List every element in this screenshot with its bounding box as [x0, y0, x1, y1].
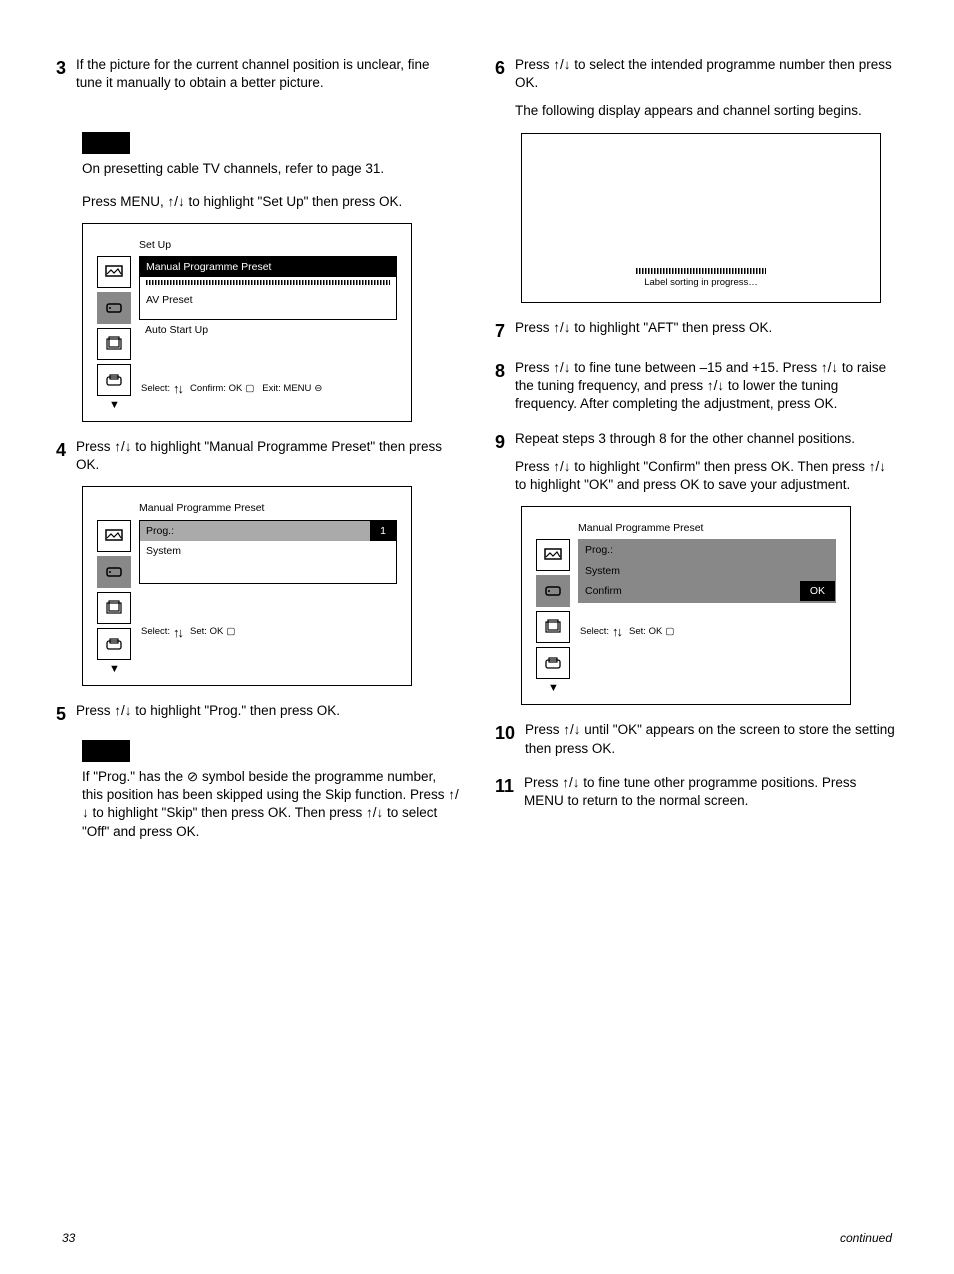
step-5: 5 Press ↑/↓ to highlight "Prog." then pr… — [56, 702, 459, 841]
features-icon — [97, 328, 131, 360]
step-number: 11 — [495, 774, 514, 810]
osd-legend: Select:↑↓ Set: OK▢ — [580, 623, 836, 641]
step-text: Press ↑/↓ to highlight "Prog." then pres… — [76, 702, 340, 726]
step-10: 10 Press ↑/↓ until "OK" appears on the s… — [495, 721, 898, 757]
step-text: Press ↑/↓ to select the intended program… — [515, 56, 898, 92]
osd-row-label: Confirm — [579, 581, 628, 601]
step-6: 6 Press ↑/↓ to select the intended progr… — [495, 56, 898, 303]
step-number: 9 — [495, 430, 505, 495]
osd-icon-column: ▼ — [97, 520, 131, 675]
setup-icon — [97, 628, 131, 660]
step-text-a: Repeat steps 3 through 8 for the other c… — [515, 430, 898, 448]
osd-legend: Select:↑↓ Set: OK▢ — [141, 624, 397, 642]
legend-select: Select: — [580, 626, 609, 639]
legend-select: Select: — [141, 383, 170, 396]
step-text: Press ↑/↓ to fine tune between –15 and +… — [515, 359, 898, 414]
setup-icon — [536, 647, 570, 679]
step-text-b: Press ↑/↓ to highlight "Confirm" then pr… — [515, 458, 898, 494]
osd-row: AV Preset — [140, 290, 396, 310]
step-text-c: Press MENU, ↑/↓ to highlight "Set Up" th… — [82, 193, 459, 211]
step-text: If the picture for the current channel p… — [76, 56, 459, 92]
osd-row-selected: Prog.: 1 — [140, 521, 396, 541]
features-icon — [536, 611, 570, 643]
picture-icon — [536, 539, 570, 571]
osd-icon-column: ▼ — [97, 256, 131, 411]
step-text: Press ↑/↓ until "OK" appears on the scre… — [525, 721, 898, 757]
step-after-text: The following display appears and channe… — [515, 102, 898, 120]
sound-icon — [97, 556, 131, 588]
osd-row: System — [579, 561, 835, 581]
osd-content-box: Prog.: System Confirm OK — [578, 539, 836, 603]
step-11: 11 Press ↑/↓ to fine tune other programm… — [495, 774, 898, 810]
step-number: 5 — [56, 702, 66, 726]
step-number: 8 — [495, 359, 505, 414]
step-3: 3 If the picture for the current channel… — [56, 56, 459, 422]
sound-icon — [536, 575, 570, 607]
legend-exit: Exit: MENU — [262, 383, 311, 396]
osd-row: Prog.: — [579, 540, 835, 560]
step-number: 10 — [495, 721, 515, 757]
osd-content-box: Prog.: 1 System — [139, 520, 397, 584]
osd-progress-bar — [146, 280, 390, 285]
osd-progress-bar — [636, 268, 766, 274]
step-text: Press ↑/↓ to highlight "AFT" then press … — [515, 319, 772, 343]
page-columns: 3 If the picture for the current channel… — [56, 56, 898, 853]
legend-select: Select: — [141, 626, 170, 639]
note-badge — [82, 132, 130, 154]
note-text: On presetting cable TV channels, refer t… — [82, 160, 459, 178]
osd-sorting-screen: Label sorting in progress… — [521, 133, 881, 303]
osd-title: Manual Programme Preset — [139, 501, 397, 515]
right-column: 6 Press ↑/↓ to select the intended progr… — [495, 56, 898, 853]
osd-row-value: 1 — [370, 521, 396, 541]
page-number: 33 — [62, 1230, 75, 1246]
osd-content-box: Manual Programme Preset AV Preset — [139, 256, 397, 320]
step-number: 4 — [56, 438, 66, 474]
note-text: If "Prog." has the ⊘ symbol beside the p… — [82, 768, 459, 841]
step-9: 9 Repeat steps 3 through 8 for the other… — [495, 430, 898, 706]
step-7: 7 Press ↑/↓ to highlight "AFT" then pres… — [495, 319, 898, 343]
osd-confirm-screen: Manual Programme Preset ▼ Prog.: — [521, 506, 851, 705]
osd-setup-screen: Set Up ▼ Manual Programme — [82, 223, 412, 422]
osd-title: Set Up — [139, 238, 397, 252]
legend-confirm: Confirm: OK — [190, 383, 242, 396]
legend-set: Set: OK — [190, 626, 223, 639]
note-badge — [82, 740, 130, 762]
osd-title: Manual Programme Preset — [578, 521, 836, 535]
page-continued: continued — [840, 1230, 892, 1246]
scroll-down-icon: ▼ — [109, 664, 131, 675]
step-text: Press ↑/↓ to highlight "Manual Programme… — [76, 438, 459, 474]
features-icon — [97, 592, 131, 624]
sound-icon — [97, 292, 131, 324]
osd-row: Auto Start Up — [139, 320, 397, 340]
osd-row: System — [140, 541, 396, 561]
osd-row-highlighted: Manual Programme Preset — [140, 257, 396, 277]
step-number: 7 — [495, 319, 505, 343]
osd-manual-preset-screen: Manual Programme Preset ▼ — [82, 486, 412, 685]
osd-icon-column: ▼ — [536, 539, 570, 694]
left-column: 3 If the picture for the current channel… — [56, 56, 459, 853]
osd-row-value: OK — [800, 581, 835, 601]
scroll-down-icon: ▼ — [109, 400, 131, 411]
step-4: 4 Press ↑/↓ to highlight "Manual Program… — [56, 438, 459, 686]
osd-row-label: Prog.: — [140, 521, 180, 541]
step-8: 8 Press ↑/↓ to fine tune between –15 and… — [495, 359, 898, 414]
step-number: 3 — [56, 56, 66, 92]
step-number: 6 — [495, 56, 505, 121]
picture-icon — [97, 256, 131, 288]
picture-icon — [97, 520, 131, 552]
osd-row-label: Manual Programme Preset — [146, 260, 271, 274]
osd-legend: Select:↑↓ Confirm: OK▢ Exit: MENU⊖ — [141, 380, 397, 398]
step-text: Press ↑/↓ to fine tune other programme p… — [524, 774, 898, 810]
osd-row-selected: Confirm OK — [579, 581, 835, 601]
legend-set: Set: OK — [629, 626, 662, 639]
setup-icon — [97, 364, 131, 396]
scroll-down-icon: ▼ — [548, 683, 570, 694]
osd-caption: Label sorting in progress… — [644, 277, 758, 290]
